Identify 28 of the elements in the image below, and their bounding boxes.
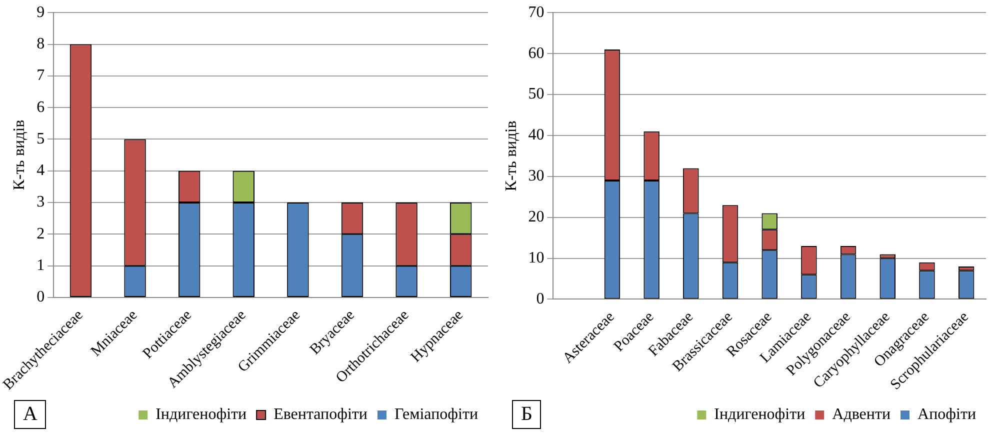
y-tick-label: 8 bbox=[36, 35, 45, 52]
y-tick-label: 4 bbox=[36, 162, 45, 180]
y-tick-label: 60 bbox=[528, 44, 544, 62]
y-tick-label: 3 bbox=[36, 194, 45, 211]
y-tick-label: 2 bbox=[36, 225, 45, 242]
y-axis-title: К-ть видів bbox=[11, 119, 28, 190]
y-tick-label: 40 bbox=[528, 126, 544, 144]
legend-label: Евентапофіти bbox=[274, 406, 368, 424]
y-tick-label: 10 bbox=[528, 250, 544, 266]
y-tick-label: 30 bbox=[528, 168, 544, 185]
text: Б bbox=[512, 400, 542, 429]
legend-label: Геміапофіти bbox=[394, 406, 478, 424]
legend-label: Індигенофіти bbox=[156, 406, 248, 424]
y-tick-label: 0 bbox=[36, 288, 45, 306]
y-tick-label: 70 bbox=[528, 4, 544, 21]
legend-label: Адвенти bbox=[832, 406, 891, 424]
y-tick-label: 9 bbox=[36, 4, 45, 21]
legend-label: Індигенофіти bbox=[714, 406, 806, 424]
y-tick-label: 0 bbox=[536, 290, 544, 308]
y-tick-label: 7 bbox=[36, 67, 45, 84]
y-tick-label: 1 bbox=[36, 257, 45, 274]
text: А bbox=[14, 400, 46, 429]
y-tick-label: 20 bbox=[528, 208, 544, 226]
legend-label: Апофіти bbox=[918, 406, 976, 424]
y-tick-label: 50 bbox=[528, 86, 544, 103]
y-tick-label: 5 bbox=[36, 130, 45, 148]
y-tick-label: 6 bbox=[36, 98, 45, 116]
y-axis-title: К-ть видів bbox=[502, 120, 520, 192]
